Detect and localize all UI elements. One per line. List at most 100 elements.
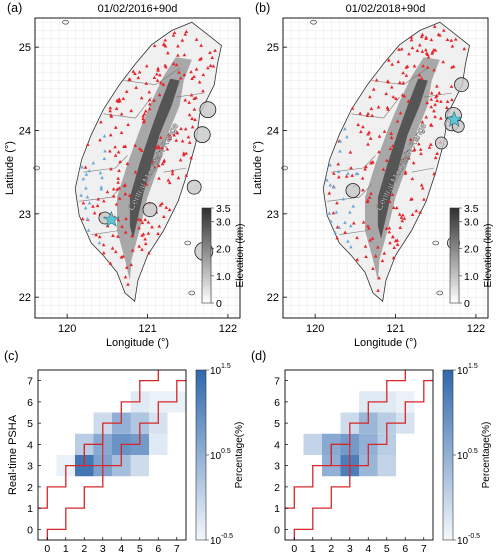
- station-triangle: [436, 32, 441, 36]
- station-triangle: [382, 251, 387, 255]
- station-triangle: [391, 143, 395, 148]
- x-axis-label: Longitude (°): [106, 337, 169, 349]
- station-triangle: [418, 43, 422, 47]
- station-triangle: [123, 144, 128, 148]
- station-triangle: [119, 130, 124, 135]
- station-triangle: [419, 76, 424, 80]
- station-triangle: [137, 70, 142, 74]
- station-triangle: [404, 65, 409, 69]
- station-triangle: [363, 167, 367, 171]
- station-triangle: [386, 107, 390, 111]
- station-triangle: [183, 32, 188, 36]
- station-triangle: [120, 224, 124, 228]
- station-triangle: [189, 69, 193, 74]
- station-triangle: [98, 170, 103, 175]
- station-triangle: [198, 57, 202, 61]
- station-triangle: [136, 217, 141, 221]
- station-triangle: [166, 178, 171, 182]
- station-triangle: [186, 135, 191, 139]
- station-triangle: [422, 197, 426, 201]
- station-triangle: [108, 261, 113, 265]
- x-tick-label: 1: [310, 543, 316, 553]
- county-boundary: [175, 92, 204, 98]
- station-triangle: [388, 146, 393, 151]
- station-triangle: [178, 76, 183, 80]
- y-tick-label: 3: [27, 461, 33, 473]
- station-triangle: [396, 59, 401, 64]
- station-triangle: [377, 134, 382, 138]
- station-triangle: [116, 180, 120, 184]
- event-circle: [142, 202, 158, 218]
- station-triangle: [409, 38, 414, 42]
- heatmap-panel-d: 0123456701234567P-alert(d)101.5100.510-0…: [251, 349, 492, 553]
- station-triangle: [84, 186, 88, 190]
- station-triangle: [404, 73, 409, 77]
- station-triangle: [376, 245, 380, 249]
- station-triangle: [140, 247, 144, 251]
- percentage-colorbar: [195, 369, 207, 541]
- colorbar-tick-base: 10: [457, 451, 469, 462]
- station-triangle: [410, 45, 415, 50]
- station-triangle: [87, 168, 92, 173]
- station-triangle: [143, 217, 147, 222]
- x-tick-label: 1: [63, 543, 69, 553]
- station-triangle: [442, 28, 446, 32]
- station-triangle: [398, 225, 403, 229]
- station-triangle: [143, 237, 147, 241]
- station-triangle: [133, 71, 137, 76]
- station-triangle: [425, 100, 429, 105]
- station-triangle: [102, 156, 107, 161]
- event-circle: [193, 126, 211, 144]
- colorbar-tick-base: 10: [457, 536, 469, 547]
- station-triangle: [364, 254, 368, 259]
- y-tick-label: 25: [19, 42, 31, 54]
- station-triangle: [163, 63, 167, 67]
- station-triangle: [390, 62, 394, 66]
- station-triangle: [105, 189, 110, 194]
- station-triangle: [350, 106, 355, 110]
- station-triangle: [124, 216, 128, 221]
- station-triangle: [401, 70, 405, 75]
- station-triangle: [429, 91, 434, 95]
- station-triangle: [81, 177, 86, 181]
- station-triangle: [382, 129, 387, 133]
- station-triangle: [343, 230, 347, 234]
- y-tick-label: 3: [274, 461, 280, 473]
- station-triangle: [377, 150, 381, 154]
- station-triangle: [99, 120, 103, 124]
- county-boundary: [331, 155, 376, 173]
- event-circle: [345, 183, 361, 198]
- station-triangle: [346, 239, 350, 243]
- station-triangle: [348, 210, 352, 214]
- x-tick-label: 6: [155, 543, 161, 553]
- station-triangle: [367, 226, 371, 230]
- station-triangle: [434, 93, 439, 98]
- station-triangle: [450, 44, 455, 48]
- heatmap-cell: [377, 455, 396, 477]
- station-triangle: [158, 203, 163, 207]
- y-axis-label: Latitude (°): [4, 141, 16, 195]
- station-triangle: [109, 113, 113, 117]
- station-triangle: [349, 165, 353, 170]
- colorbar-tick-base: 10: [457, 366, 469, 377]
- station-triangle: [126, 282, 130, 286]
- station-triangle: [449, 38, 454, 42]
- station-triangle: [85, 195, 90, 199]
- station-triangle: [154, 72, 159, 76]
- station-triangle: [412, 64, 417, 68]
- peak-cell-outline: [330, 443, 351, 467]
- station-triangle: [432, 68, 436, 72]
- mountain-range-core: [129, 78, 180, 239]
- station-triangle: [387, 199, 392, 204]
- station-triangle: [437, 91, 441, 95]
- station-triangle: [112, 194, 116, 198]
- station-triangle: [118, 159, 122, 164]
- station-triangle: [335, 236, 339, 240]
- station-triangle: [368, 136, 373, 140]
- station-triangle: [387, 226, 392, 230]
- y-tick-label: 0: [27, 524, 33, 536]
- station-triangle: [439, 116, 443, 120]
- station-triangle: [167, 180, 172, 185]
- station-triangle: [162, 158, 167, 162]
- station-triangle: [328, 163, 332, 167]
